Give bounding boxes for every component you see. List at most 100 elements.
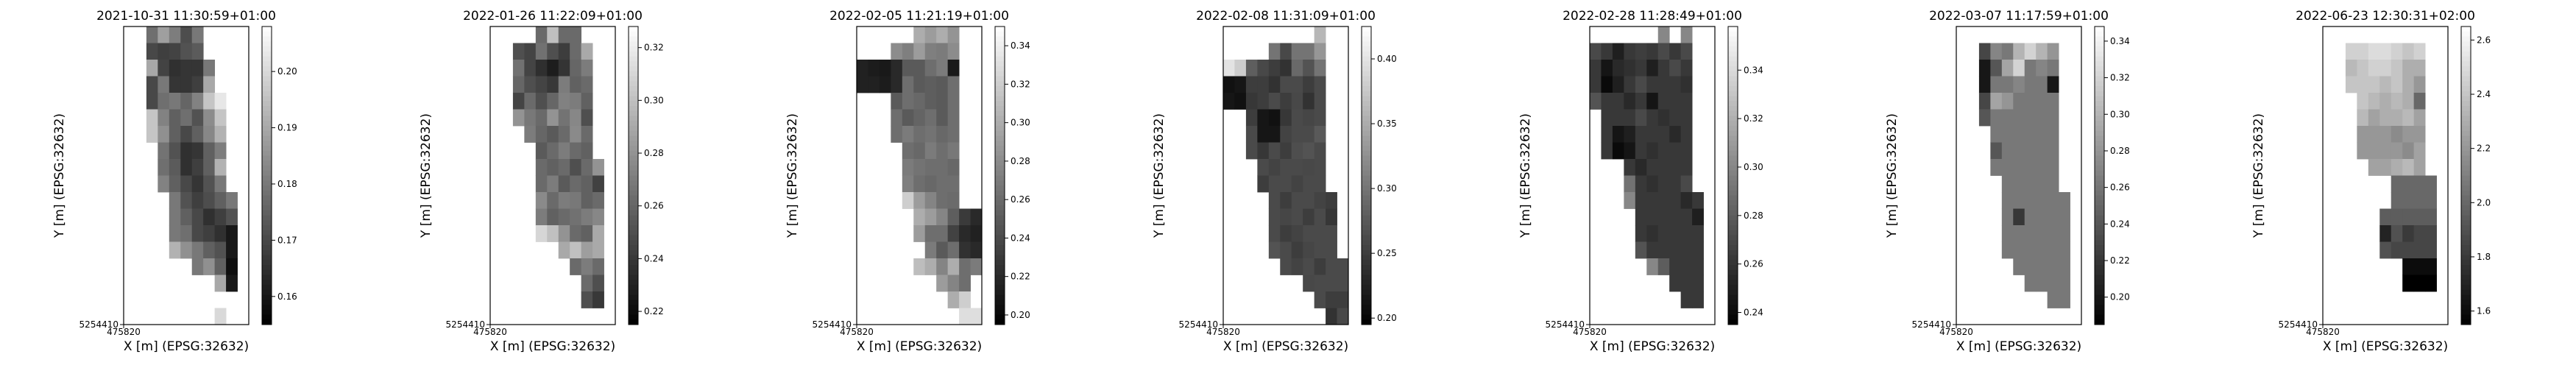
x-axis-label: X [m] (EPSG:32632)	[2323, 339, 2448, 354]
heatmap-cell	[1680, 109, 1693, 127]
heatmap-cell	[879, 60, 891, 77]
heatmap-cell	[2001, 225, 2014, 242]
heatmap-cell	[2391, 208, 2403, 226]
heatmap-cell	[558, 26, 570, 43]
heatmap-cell	[547, 192, 559, 209]
heatmap-cell	[2001, 159, 2014, 176]
heatmap-cell	[936, 142, 949, 160]
heatmap-cell	[947, 258, 960, 275]
colorbar-tick-label: 0.32	[644, 43, 664, 53]
heatmap-cell	[1280, 208, 1292, 226]
heatmap-cell	[570, 109, 582, 127]
colorbar-tick-label: 2.2	[2477, 144, 2491, 154]
heatmap-cell	[1303, 60, 1315, 77]
heatmap-cell	[570, 225, 582, 242]
colorbar-tick-label: 0.34	[1011, 40, 1030, 51]
heatmap-cell	[592, 225, 604, 242]
heatmap-cell	[1303, 275, 1315, 292]
heatmap-cell	[1314, 225, 1326, 242]
panel-title: 2021-10-31 11:30:59+01:00	[96, 9, 276, 24]
heatmap-cell	[191, 126, 204, 143]
axes-frame	[1956, 26, 2082, 325]
heatmap-cell	[581, 109, 593, 127]
heatmap-cell	[226, 225, 238, 242]
heatmap-cell	[2402, 175, 2415, 193]
heatmap-cell	[2036, 241, 2048, 259]
heatmap-cell	[203, 208, 216, 226]
heatmap-cell	[1692, 291, 1704, 308]
heatmap-cell	[913, 60, 926, 77]
heatmap-cell	[2024, 60, 2037, 77]
heatmap-cell	[214, 241, 227, 259]
heatmap-cell	[535, 126, 548, 143]
heatmap-cell	[2047, 109, 2059, 127]
heatmap-cell	[2413, 142, 2426, 160]
heatmap-cell	[1245, 126, 1258, 143]
heatmap-cell	[2402, 76, 2415, 93]
heatmap-cell	[2368, 109, 2380, 127]
heatmap-cell	[857, 60, 868, 77]
axes-frame	[856, 26, 983, 325]
heatmap-cell	[947, 241, 960, 259]
heatmap-cell	[1635, 109, 1647, 127]
heatmap-cell	[1669, 76, 1682, 93]
heatmap-cell	[158, 76, 170, 93]
heatmap-cell	[524, 76, 537, 93]
x-tick-label: 475820	[2306, 327, 2340, 337]
heatmap-cell	[1303, 159, 1315, 176]
heatmap-cell	[2013, 225, 2025, 242]
heatmap-cell	[1635, 208, 1647, 226]
colorbar-tick-label: 0.24	[1011, 233, 1030, 243]
heatmap-cell	[913, 159, 926, 176]
colorbar-tick-label: 0.24	[644, 253, 664, 263]
heatmap-cell	[947, 76, 960, 93]
heatmap-cell	[191, 26, 204, 43]
x-tick-label: 475820	[1939, 327, 1973, 337]
heatmap-cell	[2036, 93, 2048, 110]
heatmap-cell	[1268, 60, 1281, 77]
heatmap-cell	[2001, 192, 2014, 209]
heatmap-cell	[2013, 258, 2025, 275]
heatmap-cell	[1635, 192, 1647, 209]
heatmap-cell	[924, 60, 937, 77]
heatmap-cell	[581, 76, 593, 93]
heatmap-cell	[191, 109, 204, 127]
heatmap-cell	[1646, 208, 1659, 226]
heatmap-cell	[547, 208, 559, 226]
heatmap-cell	[191, 60, 204, 77]
heatmap-cell	[169, 76, 181, 93]
heatmap-cell	[169, 175, 181, 193]
heatmap-cell	[2013, 159, 2025, 176]
heatmap-cell	[2047, 275, 2059, 292]
colorbar-tick-label: 0.26	[2110, 183, 2130, 193]
heatmap-cell	[146, 43, 158, 60]
heatmap-cell	[226, 275, 238, 292]
heatmap-cell	[214, 275, 227, 292]
heatmap-cell	[1680, 159, 1693, 176]
colorbar-tick-label: 0.20	[1377, 313, 1397, 323]
heatmap-cell	[1268, 241, 1281, 259]
heatmap-cell	[146, 109, 158, 127]
heatmap-cell	[1268, 76, 1281, 93]
heatmap-cell	[891, 93, 903, 110]
heatmap-cell	[1268, 192, 1281, 209]
heatmap-cell	[1669, 126, 1682, 143]
heatmap-cell	[2059, 291, 2070, 308]
colorbar	[628, 26, 639, 325]
heatmap-cell	[169, 142, 181, 160]
heatmap-cell	[913, 126, 926, 143]
x-axis-label: X [m] (EPSG:32632)	[1956, 339, 2081, 354]
heatmap-cell	[214, 159, 227, 176]
heatmap-cell	[2413, 93, 2426, 110]
heatmap-cell	[959, 208, 971, 226]
heatmap-cell	[581, 275, 593, 292]
heatmap-cell	[1280, 175, 1292, 193]
heatmap-cell	[1223, 60, 1235, 77]
heatmap-cell	[570, 208, 582, 226]
heatmap-cell	[581, 208, 593, 226]
heatmap-cell	[2379, 241, 2392, 259]
heatmap-cell	[2036, 159, 2048, 176]
heatmap-cell	[1314, 291, 1326, 308]
heatmap-cell	[524, 60, 537, 77]
heatmap-cell	[1234, 60, 1247, 77]
